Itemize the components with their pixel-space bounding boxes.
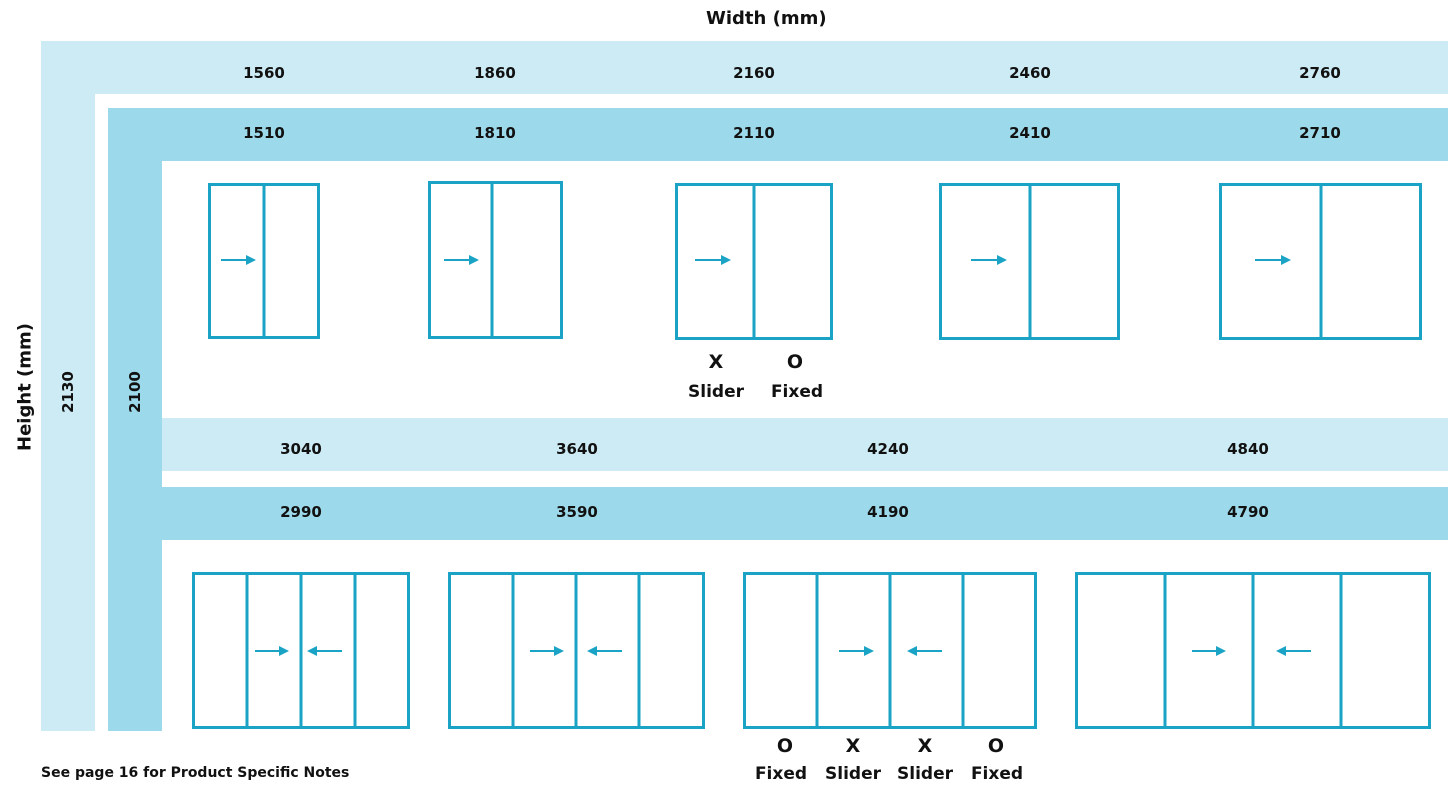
row1-inner-width-3: 2110 — [733, 124, 775, 142]
outer-width-band-bottom — [162, 418, 1448, 471]
legend4-role-4: Fixed — [970, 764, 1024, 784]
inner-width-band-top — [108, 108, 1448, 161]
door-2panel-2110 — [675, 183, 833, 340]
footnote: See page 16 for Product Specific Notes — [41, 765, 350, 781]
row1-outer-width-3: 2160 — [733, 64, 775, 82]
door-2panel-1810 — [428, 181, 563, 339]
outer-height-label: 2130 — [59, 371, 77, 413]
row1-inner-width-1: 1510 — [243, 124, 285, 142]
legend4-role-2: Slider — [825, 764, 881, 784]
legend4-role-1: Fixed — [754, 764, 808, 784]
door-4panel-4190 — [743, 572, 1037, 729]
row1-outer-width-5: 2760 — [1299, 64, 1341, 82]
door-2panel-2710 — [1219, 183, 1422, 340]
door-2panel-2410 — [939, 183, 1120, 340]
legend4-role-3: Slider — [897, 764, 953, 784]
row2-outer-width-2: 3640 — [556, 440, 598, 458]
height-axis-title: Height (mm) — [14, 323, 36, 451]
row2-inner-width-3: 4190 — [867, 503, 909, 521]
row1-inner-width-2: 1810 — [474, 124, 516, 142]
row2-outer-width-4: 4840 — [1227, 440, 1269, 458]
door-4panel-2990 — [192, 572, 410, 729]
legend2-role-2: Fixed — [770, 382, 824, 402]
row2-inner-width-2: 3590 — [556, 503, 598, 521]
row2-outer-width-1: 3040 — [280, 440, 322, 458]
row2-outer-width-3: 4240 — [867, 440, 909, 458]
row1-inner-width-4: 2410 — [1009, 124, 1051, 142]
legend2-mark-2: O — [786, 351, 804, 373]
row1-inner-width-5: 2710 — [1299, 124, 1341, 142]
row2-inner-width-1: 2990 — [280, 503, 322, 521]
width-axis-title: Width (mm) — [706, 8, 827, 29]
door-4panel-4790 — [1075, 572, 1431, 729]
inner-height-band — [108, 108, 162, 731]
outer-height-band — [41, 41, 95, 731]
legend4-mark-4: O — [987, 735, 1005, 757]
row1-outer-width-2: 1860 — [474, 64, 516, 82]
legend4-mark-1: O — [776, 735, 794, 757]
legend2-mark-1: X — [708, 351, 724, 373]
row1-outer-width-4: 2460 — [1009, 64, 1051, 82]
legend4-mark-2: X — [845, 735, 861, 757]
outer-width-band-top — [41, 41, 1448, 94]
row2-inner-width-4: 4790 — [1227, 503, 1269, 521]
door-2panel-1510 — [208, 183, 320, 339]
legend4-mark-3: X — [917, 735, 933, 757]
inner-width-band-bottom — [162, 487, 1448, 540]
legend2-role-1: Slider — [688, 382, 744, 402]
row1-outer-width-1: 1560 — [243, 64, 285, 82]
door-4panel-3590 — [448, 572, 705, 729]
inner-height-label: 2100 — [126, 371, 144, 413]
